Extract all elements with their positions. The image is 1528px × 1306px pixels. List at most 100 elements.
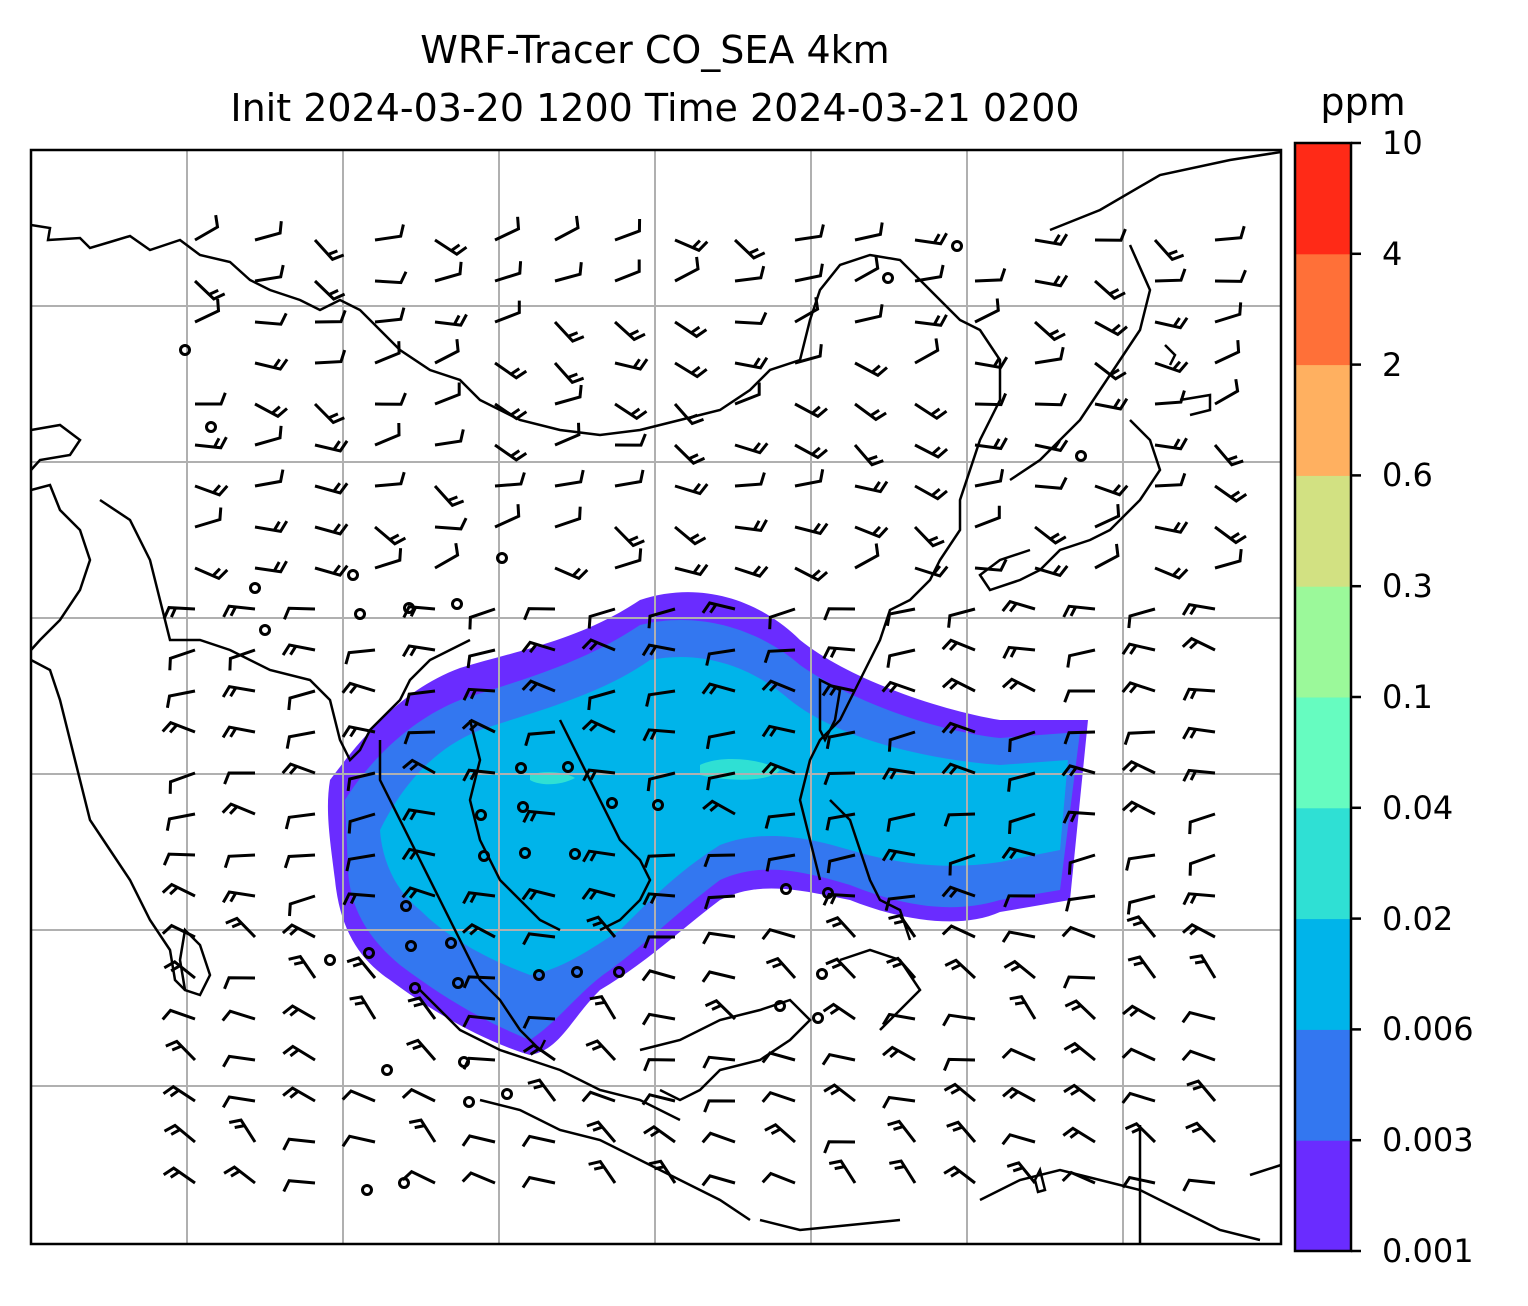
wind-barb — [614, 469, 645, 488]
wind-barb — [1123, 730, 1156, 746]
wind-barb — [1067, 853, 1096, 875]
wind-barb — [761, 724, 796, 738]
wind-barb — [1214, 225, 1246, 242]
wind-barb — [554, 506, 582, 529]
wind-barb — [948, 853, 976, 876]
calm-wind-circle — [475, 809, 487, 821]
wind-barb — [887, 730, 916, 752]
wind-barb — [765, 956, 797, 979]
wind-barb — [734, 382, 761, 406]
wind-barb — [1063, 689, 1095, 703]
wind-barb — [947, 607, 976, 628]
wind-barb — [522, 1015, 556, 1029]
calm-wind-circle — [501, 1088, 513, 1100]
wind-barb — [374, 525, 407, 546]
wind-barb — [284, 812, 316, 830]
wind-barb — [1214, 269, 1247, 283]
wind-barb — [282, 1086, 316, 1103]
wind-barb — [974, 468, 1005, 488]
wind-barb — [586, 1120, 617, 1143]
wind-barb — [494, 443, 528, 462]
wind-barb — [1002, 1086, 1036, 1103]
wind-barb — [494, 402, 528, 421]
calm-wind-circle — [478, 850, 490, 862]
wind-barb — [614, 433, 647, 447]
wind-barb — [887, 1119, 917, 1143]
wind-barb — [1034, 439, 1069, 453]
wind-barb — [585, 1039, 617, 1062]
wind-barb — [1008, 812, 1036, 834]
wind-barb — [1182, 687, 1216, 701]
wind-barb — [888, 913, 917, 938]
wind-barb — [854, 543, 880, 570]
wind-barb — [165, 689, 196, 709]
wind-barb — [885, 607, 916, 627]
wind-barb — [974, 356, 1009, 370]
colorbar-band — [1295, 253, 1351, 366]
wind-barb — [344, 648, 376, 665]
wind-barb — [434, 339, 460, 365]
wind-barb — [643, 853, 676, 868]
wind-barb — [521, 1175, 556, 1189]
wind-barb — [1006, 1161, 1037, 1184]
wind-barb — [582, 849, 616, 863]
wind-barb — [314, 482, 349, 495]
wind-barb — [1126, 894, 1156, 915]
wind-barb — [794, 263, 824, 283]
wind-barb — [822, 1002, 856, 1021]
wind-barb — [402, 644, 436, 658]
wind-barb — [674, 525, 707, 546]
wind-barb — [673, 403, 705, 426]
wind-barb — [674, 361, 708, 379]
wind-barb — [282, 1179, 316, 1193]
wind-barb — [346, 956, 377, 979]
wind-barb — [283, 606, 316, 620]
wind-barb — [401, 886, 436, 899]
wind-barb — [254, 312, 288, 326]
wind-barb — [285, 730, 316, 749]
wind-barb — [1154, 437, 1188, 451]
wind-barb — [494, 216, 521, 242]
wind-barb — [554, 384, 583, 406]
calm-wind-circle — [347, 569, 359, 581]
wind-barb — [943, 812, 976, 827]
wind-barb — [345, 853, 376, 872]
wind-barb — [1154, 268, 1187, 283]
wind-barb — [1001, 1047, 1036, 1062]
wind-barb — [494, 300, 521, 324]
wind-barb — [223, 771, 255, 785]
wind-barb — [974, 505, 1001, 529]
colorbar-band — [1295, 364, 1351, 476]
wind-barb — [943, 1057, 976, 1072]
calm-wind-circle — [515, 762, 527, 774]
wind-barb — [1154, 472, 1187, 488]
colorbar-band — [1295, 475, 1351, 587]
wind-barb — [646, 771, 676, 792]
wind-barb — [943, 1165, 976, 1185]
wind-barb — [523, 607, 556, 621]
wind-barb — [254, 264, 285, 283]
wind-barb — [613, 525, 645, 548]
wind-barb — [162, 1166, 196, 1185]
wind-barb — [346, 771, 376, 792]
wind-barb — [1154, 521, 1189, 534]
wind-barb — [702, 931, 736, 945]
colorbar-tick-label: 0.6 — [1382, 456, 1433, 495]
wind-barb — [674, 482, 709, 496]
wind-barb — [522, 1043, 556, 1062]
wind-barb — [764, 1122, 796, 1144]
wind-barb — [702, 799, 736, 816]
wind-barb — [521, 679, 556, 693]
wind-barb — [342, 892, 376, 906]
calm-wind-circle — [882, 272, 894, 284]
calm-wind-circles — [179, 240, 1087, 1196]
gridlines — [31, 150, 1281, 1244]
wind-barb — [614, 402, 648, 421]
wind-barb — [705, 730, 736, 750]
wind-barb — [821, 683, 856, 697]
wind-barb — [794, 402, 828, 419]
wind-barb — [941, 677, 976, 693]
wind-barb — [886, 812, 916, 832]
wind-barb — [703, 853, 736, 868]
